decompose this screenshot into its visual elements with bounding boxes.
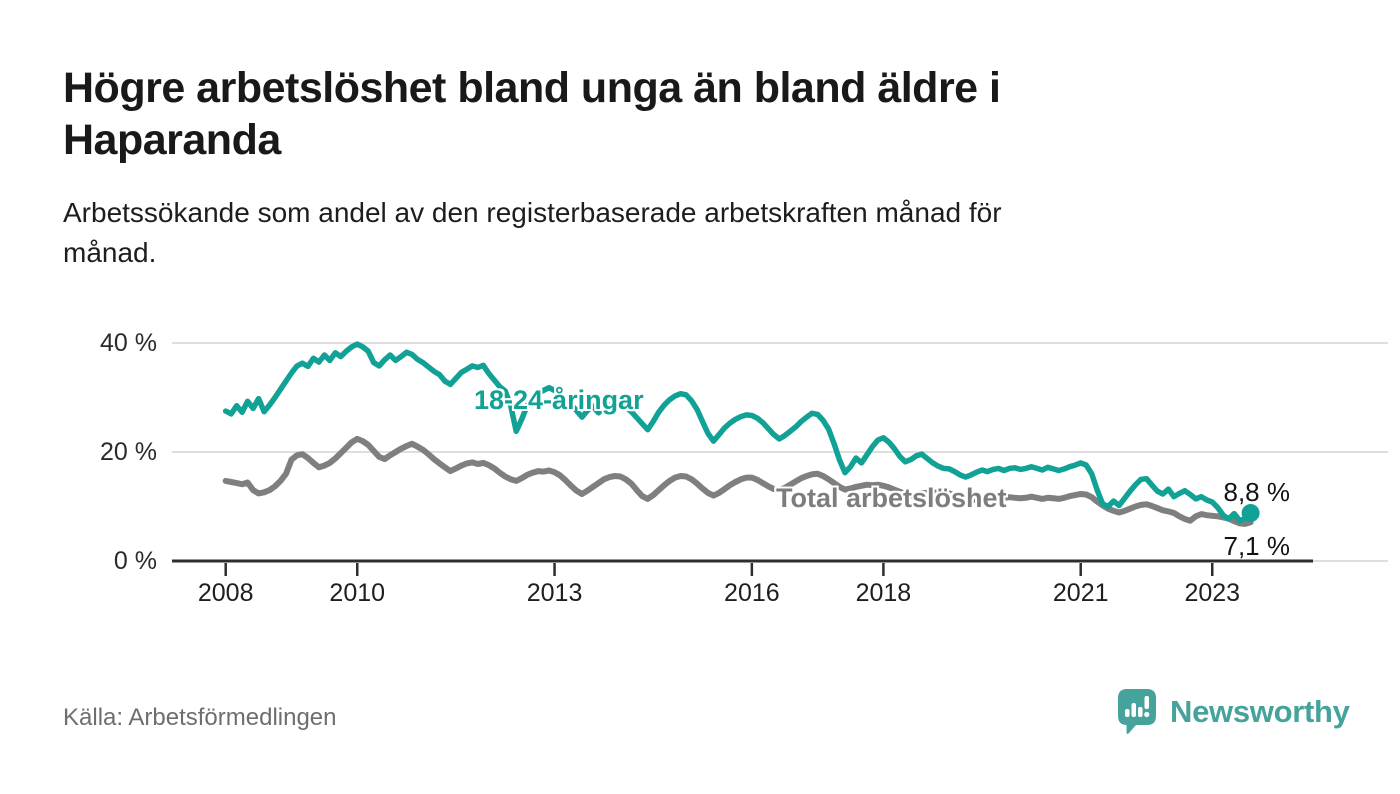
- page-title: Högre arbetslöshet bland unga än bland ä…: [63, 62, 1233, 166]
- chart-subtitle-line-2: månad.: [63, 237, 157, 268]
- newsworthy-logo: Newsworthy: [1118, 688, 1350, 736]
- end-value-label-youth: 8,8 %: [1223, 477, 1291, 507]
- y-axis-tick-label-40: 40 %: [100, 329, 157, 357]
- x-axis-tick-label-2008: 2008: [197, 579, 254, 607]
- series-label-youth: 18-24-åringar: [474, 385, 644, 415]
- x-axis-tick-label-2018: 2018: [855, 579, 912, 607]
- end-value-label-total: 7,1 %: [1223, 531, 1291, 561]
- y-axis-tick-label-0: 0 %: [113, 547, 157, 575]
- page-title-line-2: Haparanda: [63, 116, 281, 164]
- y-axis-tick-label-20: 20 %: [100, 438, 157, 466]
- x-axis-tick-label-2010: 2010: [329, 579, 386, 607]
- series-line-total: [222, 435, 1254, 527]
- chart-subtitle: Arbetssökande som andel av den registerb…: [63, 193, 1263, 273]
- x-axis-tick-label-2023: 2023: [1184, 579, 1241, 607]
- series-end-dot-youth: [1241, 504, 1260, 523]
- source-note: Källa: Arbetsförmedlingen: [63, 704, 337, 731]
- chart-subtitle-line-1: Arbetssökande som andel av den registerb…: [63, 197, 1002, 228]
- x-axis-tick-label-2021: 2021: [1052, 579, 1109, 607]
- newsworthy-icon: [1118, 689, 1156, 734]
- page-title-line-1: Högre arbetslöshet bland unga än bland ä…: [63, 64, 1001, 112]
- x-axis-tick-label-2013: 2013: [526, 579, 583, 607]
- newsworthy-wordmark: Newsworthy: [1170, 694, 1350, 729]
- x-axis-tick-label-2016: 2016: [724, 579, 780, 607]
- series-label-total: Total arbetslöshet: [776, 483, 1007, 513]
- series-line-youth: [222, 341, 1254, 524]
